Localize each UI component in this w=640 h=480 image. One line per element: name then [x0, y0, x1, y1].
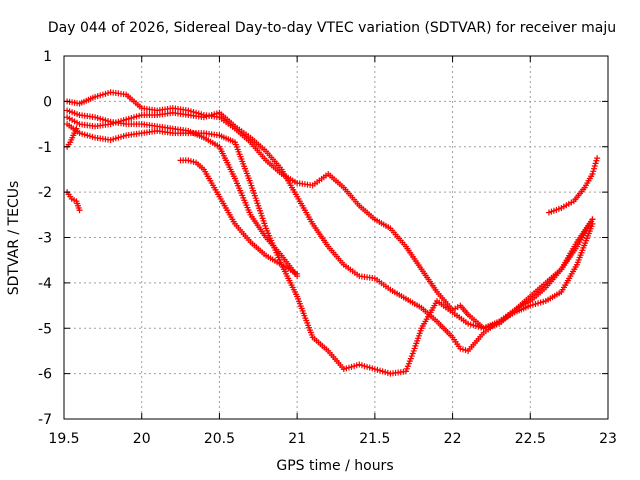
x-tick-label: 22 — [444, 431, 462, 447]
data-point — [593, 157, 600, 164]
grid-lines — [64, 56, 608, 419]
y-tick-labels: 1 0 -1 -2 -3 -4 -5 -6 -7 — [38, 49, 52, 428]
x-tick-labels: 19.5 20 20.5 21 21.5 22 22.5 23 — [48, 431, 617, 447]
x-tick-label: 20 — [133, 431, 151, 447]
x-tick-label: 19.5 — [48, 431, 79, 447]
y-tick-label: -3 — [38, 231, 52, 247]
data-point — [594, 155, 601, 162]
axis-ticks — [63, 55, 609, 420]
data-point — [590, 168, 597, 175]
y-tick-label: 0 — [43, 94, 52, 110]
y-tick-label: -6 — [38, 367, 52, 383]
data-point — [592, 160, 599, 167]
x-tick-label: 21 — [288, 431, 306, 447]
y-tick-label: -2 — [38, 185, 52, 201]
y-tick-label: 1 — [43, 49, 52, 65]
chart-title: Day 044 of 2026, Sidereal Day-to-day VTE… — [48, 20, 616, 36]
x-tick-label: 21.5 — [359, 431, 390, 447]
y-tick-label: -5 — [38, 321, 52, 337]
series-arc-4 — [64, 121, 596, 377]
data-point — [591, 165, 598, 172]
series-arc-3 — [64, 107, 301, 280]
x-tick-label: 23 — [599, 431, 617, 447]
data-point — [294, 270, 301, 277]
data-point — [591, 163, 598, 170]
x-tick-label: 20.5 — [204, 431, 235, 447]
data-point — [76, 207, 83, 214]
series-arc-5 — [177, 157, 301, 277]
data-point — [589, 216, 596, 223]
data-points — [64, 89, 601, 377]
data-point — [589, 170, 596, 177]
y-tick-label: -7 — [38, 412, 52, 428]
series-arc-7 — [64, 189, 83, 214]
y-tick-label: -1 — [38, 140, 52, 156]
y-axis-title: SDTVAR / TECUs — [6, 181, 22, 296]
x-tick-label: 22.5 — [515, 431, 546, 447]
data-point — [73, 125, 80, 132]
y-tick-label: -4 — [38, 276, 52, 292]
x-axis-title: GPS time / hours — [276, 458, 393, 474]
series-arc-8 — [545, 155, 601, 216]
